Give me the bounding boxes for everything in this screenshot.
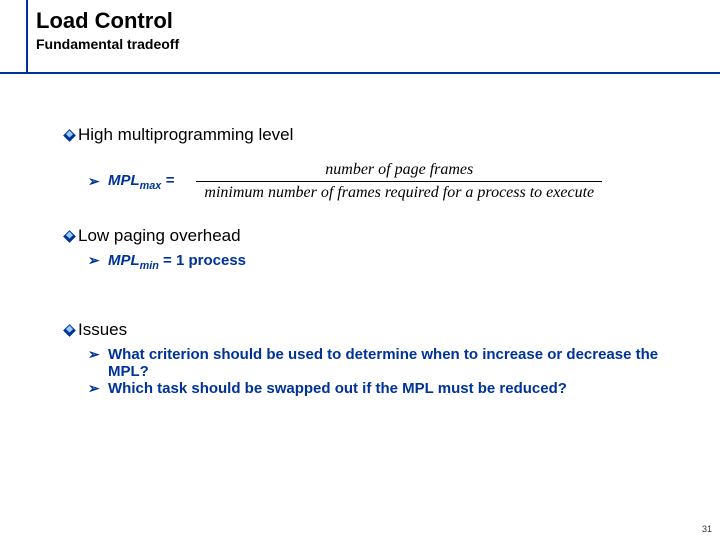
header-horizontal-rule bbox=[0, 72, 720, 74]
arrow-bullet-icon: ➢ bbox=[88, 346, 108, 363]
sub-bullet-text: MPLmin = 1 process bbox=[108, 252, 246, 272]
formula-row: ➢ MPLmax = number of page frames minimum… bbox=[88, 161, 680, 202]
arrow-bullet-icon: ➢ bbox=[88, 380, 108, 397]
slide: Load Control Fundamental tradeoff High m… bbox=[0, 0, 720, 540]
arrow-bullet-icon: ➢ bbox=[88, 252, 108, 269]
heading-text: Issues bbox=[78, 320, 127, 340]
content-area: High multiprogramming level ➢ MPLmax = n… bbox=[60, 125, 680, 397]
arrow-bullet-icon: ➢ bbox=[88, 173, 108, 190]
mpl-sub: min bbox=[140, 260, 159, 272]
fraction: number of page frames minimum number of … bbox=[196, 161, 602, 202]
formula-lhs-sub: max bbox=[140, 180, 162, 192]
heading-text: Low paging overhead bbox=[78, 226, 241, 246]
page-number: 31 bbox=[702, 524, 712, 534]
heading-text: High multiprogramming level bbox=[78, 125, 293, 145]
header-vertical-rule bbox=[26, 0, 28, 72]
mpl-label: MPL bbox=[108, 252, 140, 269]
slide-title: Load Control bbox=[36, 8, 179, 34]
diamond-bullet-icon bbox=[60, 226, 78, 241]
sub-bullet-text: What criterion should be used to determi… bbox=[108, 346, 680, 380]
slide-subtitle: Fundamental tradeoff bbox=[36, 36, 179, 52]
sub-bullet-issue-1: ➢ What criterion should be used to deter… bbox=[88, 346, 680, 380]
formula-eq: = bbox=[161, 172, 178, 189]
diamond-bullet-icon bbox=[60, 125, 78, 140]
sub-bullet-issue-2: ➢ Which task should be swapped out if th… bbox=[88, 380, 680, 397]
sub-bullet-text: Which task should be swapped out if the … bbox=[108, 380, 567, 397]
formula-lhs: MPLmax = bbox=[108, 172, 178, 192]
sub-bullet-mplmin: ➢ MPLmin = 1 process bbox=[88, 252, 680, 272]
bullet-issues: Issues bbox=[60, 320, 680, 340]
fraction-denominator: minimum number of frames required for a … bbox=[196, 184, 602, 202]
formula-lhs-label: MPL bbox=[108, 172, 140, 189]
bullet-low-paging: Low paging overhead bbox=[60, 226, 680, 246]
mpl-rest: = 1 process bbox=[159, 252, 246, 269]
fraction-numerator: number of page frames bbox=[317, 161, 481, 179]
fraction-line bbox=[196, 181, 602, 182]
diamond-bullet-icon bbox=[60, 320, 78, 335]
bullet-high-mpl: High multiprogramming level bbox=[60, 125, 680, 145]
title-block: Load Control Fundamental tradeoff bbox=[36, 8, 179, 52]
